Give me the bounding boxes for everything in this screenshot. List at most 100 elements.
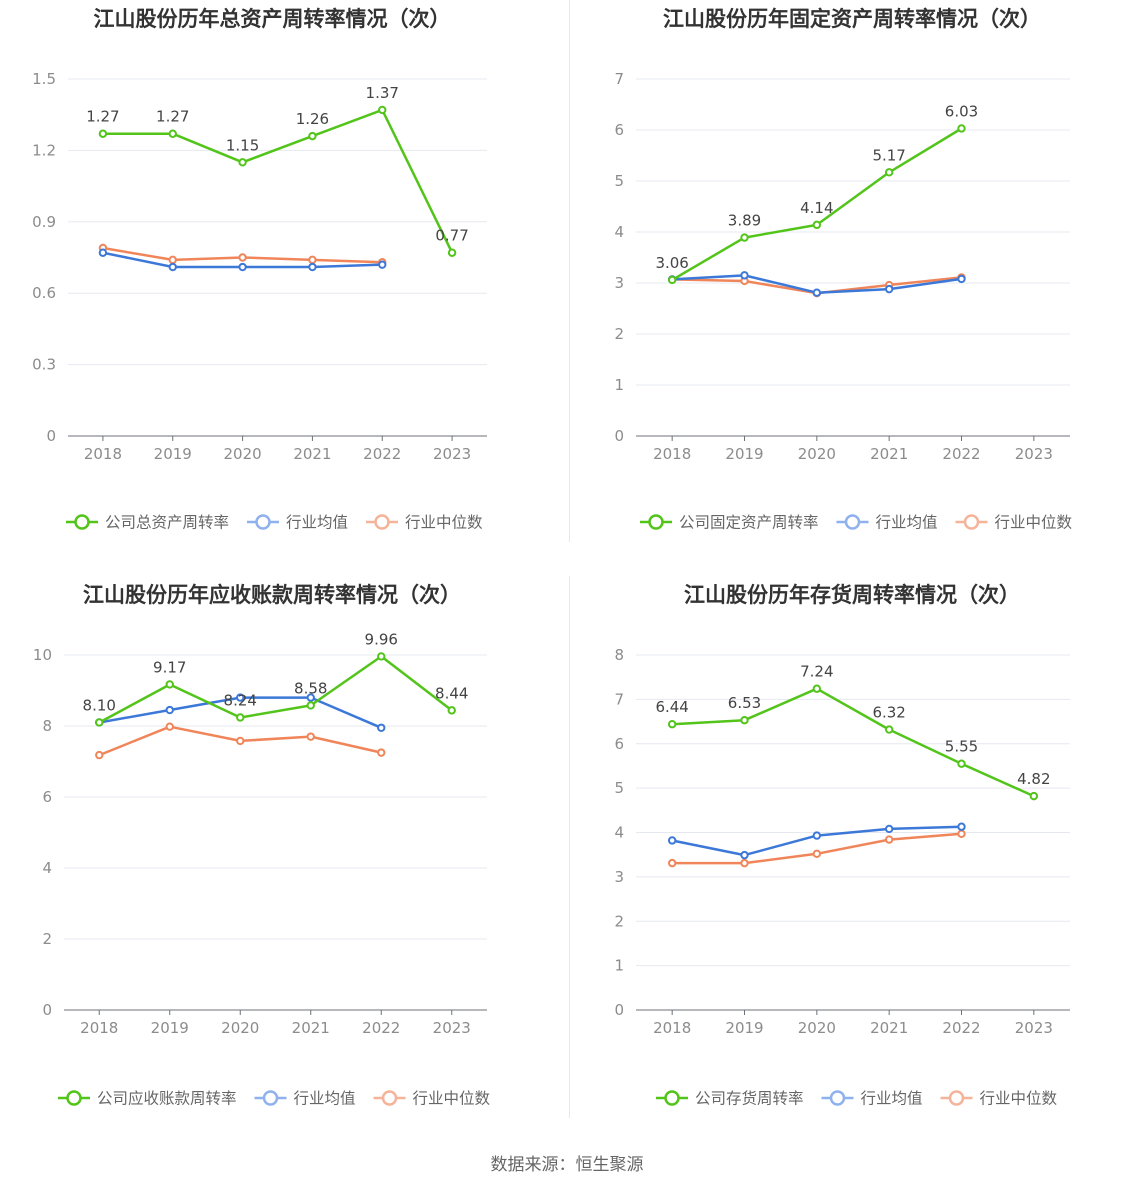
data-point — [236, 693, 245, 702]
y-tick-label: 6 — [614, 121, 624, 139]
legend-label: 行业中位数 — [995, 514, 1073, 532]
legend-label: 行业中位数 — [413, 1090, 491, 1108]
data-label: 5.17 — [872, 146, 905, 164]
y-tick-label: 2 — [614, 912, 624, 930]
data-point — [740, 716, 749, 725]
chart-panel-inventory: 江山股份历年存货周转率情况（次） 0 1 2 3 4 5 6 7 8 2018 2019 2020 202… — [570, 576, 1134, 1152]
y-tick-label: 8 — [42, 717, 52, 735]
data-point — [740, 858, 749, 868]
y-tick-label: 0 — [614, 1001, 624, 1019]
y-tick-label: 4 — [42, 859, 52, 877]
chart-total-assets-svg: 江山股份历年总资产周转率情况（次） 0 0.3 0.6 0.9 1.2 1.5 2018 201… — [32, 7, 487, 532]
y-tick-label: 5 — [614, 779, 624, 797]
legend-marker — [664, 1090, 680, 1106]
data-point — [812, 684, 822, 693]
chart-title: 江山股份历年应收账款周转率情况（次） — [83, 583, 461, 607]
x-tick-label: 2018 — [653, 445, 691, 463]
data-label: 8.24 — [224, 691, 257, 709]
data-point — [95, 718, 104, 727]
x-tick-label: 2022 — [362, 1019, 400, 1037]
data-label: 9.17 — [153, 658, 186, 676]
data-point — [238, 253, 247, 262]
data-point — [168, 255, 177, 265]
legend-marker — [963, 514, 980, 530]
data-point — [884, 835, 894, 844]
chart-title: 江山股份历年固定资产周转率情况（次） — [663, 7, 1041, 31]
x-tick-label: 2020 — [221, 1019, 259, 1037]
chart-panel-total-assets: 江山股份历年总资产周转率情况（次） 0 0.3 0.6 0.9 1.2 1.5 2018 201… — [0, 0, 567, 576]
data-point — [306, 732, 315, 741]
x-tick-label: 2021 — [292, 1019, 330, 1037]
x-tick-label: 2023 — [433, 1019, 471, 1037]
data-point — [1029, 791, 1039, 801]
x-tick-label: 2020 — [223, 445, 261, 463]
data-label: 8.58 — [294, 679, 327, 697]
chart-receivables-svg: 江山股份历年应收账款周转率情况（次） 0 2 4 6 8 10 2018 2019 2020 202… — [33, 583, 491, 1108]
y-tick-label: 1.2 — [32, 141, 56, 159]
data-label: 5.55 — [945, 738, 978, 756]
data-point — [378, 260, 387, 269]
x-tick-label: 2019 — [725, 445, 763, 463]
y-tick-label: 3 — [614, 868, 624, 886]
legend-label: 行业中位数 — [405, 514, 483, 532]
data-label: 9.96 — [365, 630, 398, 648]
data-label: 1.15 — [226, 136, 259, 154]
y-tick-label: 0.9 — [32, 213, 56, 231]
legend-marker — [381, 1090, 398, 1106]
data-point — [238, 158, 247, 167]
x-tick-label: 2018 — [84, 445, 122, 463]
data-label: 6.03 — [945, 102, 978, 120]
y-tick-label: 1.5 — [32, 70, 56, 88]
chart-panel-fixed-assets: 江山股份历年固定资产周转率情况（次） 0 1 2 3 4 5 6 7 2018 2019 2020 20… — [570, 0, 1134, 576]
y-tick-label: 3 — [614, 274, 624, 292]
chart-title: 江山股份历年存货周转率情况（次） — [684, 583, 1020, 607]
y-tick-label: 2 — [614, 325, 624, 343]
data-label: 7.24 — [800, 663, 833, 681]
data-point — [957, 829, 966, 839]
data-point — [308, 131, 317, 141]
data-point — [740, 233, 749, 242]
legend-label: 行业均值 — [876, 514, 938, 532]
y-tick-label: 10 — [33, 646, 52, 664]
data-point — [306, 693, 315, 702]
data-point — [740, 850, 749, 860]
y-tick-label: 4 — [614, 824, 624, 842]
data-label: 1.37 — [366, 84, 399, 102]
legend-marker — [66, 1090, 82, 1106]
series-line-0 — [98, 655, 453, 724]
x-tick-label: 2021 — [293, 445, 331, 463]
data-point — [238, 262, 247, 272]
data-label: 4.82 — [1017, 770, 1050, 788]
data-point — [308, 262, 317, 272]
legend-marker — [262, 1090, 279, 1106]
y-tick-label: 8 — [614, 646, 624, 664]
series-line-0 — [102, 108, 454, 254]
data-source: 数据来源：恒生聚源 — [490, 1155, 644, 1175]
data-point — [447, 248, 457, 257]
x-tick-label: 2021 — [870, 445, 908, 463]
x-tick-label: 2023 — [1015, 1019, 1053, 1037]
data-point — [884, 824, 894, 834]
x-tick-label: 2021 — [870, 1019, 908, 1037]
x-tick-label: 2022 — [942, 1019, 980, 1037]
data-point — [667, 275, 677, 285]
y-tick-label: 4 — [614, 223, 624, 241]
data-point — [957, 124, 966, 133]
data-label: 1.27 — [156, 108, 189, 126]
legend-label: 行业均值 — [861, 1090, 923, 1108]
chart-fixed-assets-svg: 江山股份历年固定资产周转率情况（次） 0 1 2 3 4 5 6 7 2018 2019 2020 20… — [614, 7, 1073, 532]
data-point — [378, 105, 387, 115]
data-point — [957, 274, 966, 284]
y-tick-label: 2 — [42, 930, 52, 948]
data-point — [377, 652, 386, 661]
data-label: 3.89 — [728, 212, 761, 230]
legend-label: 公司存货周转率 — [695, 1090, 804, 1108]
y-tick-label: 7 — [614, 690, 624, 708]
y-tick-label: 1 — [614, 957, 624, 975]
y-tick-label: 6 — [614, 735, 624, 753]
data-point — [667, 720, 677, 729]
data-point — [812, 220, 822, 230]
data-point — [165, 722, 174, 731]
y-tick-label: 0 — [614, 427, 624, 445]
data-point — [165, 680, 174, 689]
